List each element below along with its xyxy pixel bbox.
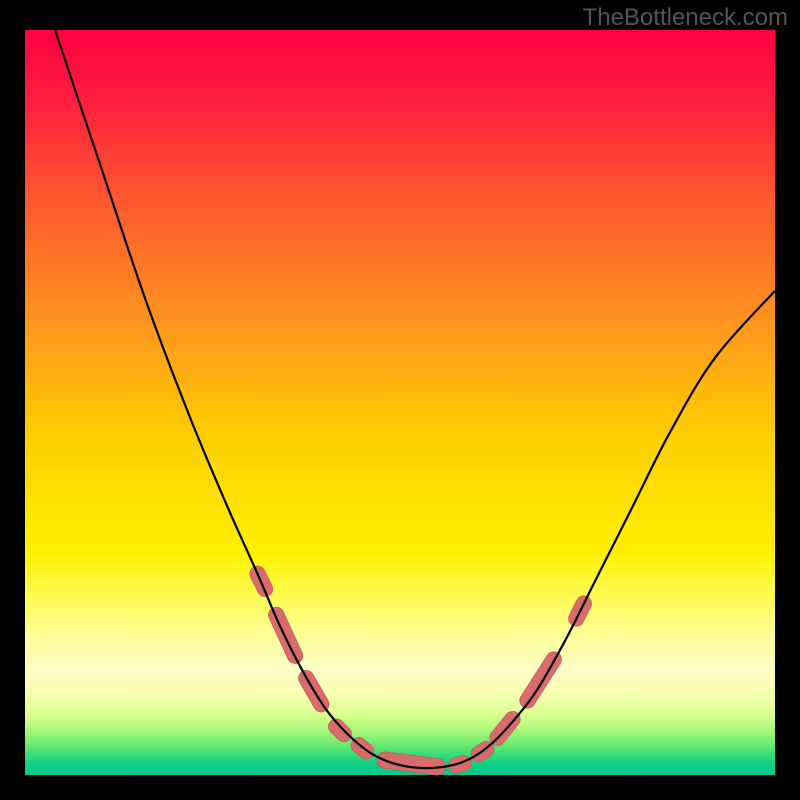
chart-container: { "watermark": { "text": "TheBottleneck.… xyxy=(0,0,800,800)
gradient-background xyxy=(25,30,775,775)
watermark-text: TheBottleneck.com xyxy=(583,4,788,32)
chart-svg xyxy=(0,0,800,800)
